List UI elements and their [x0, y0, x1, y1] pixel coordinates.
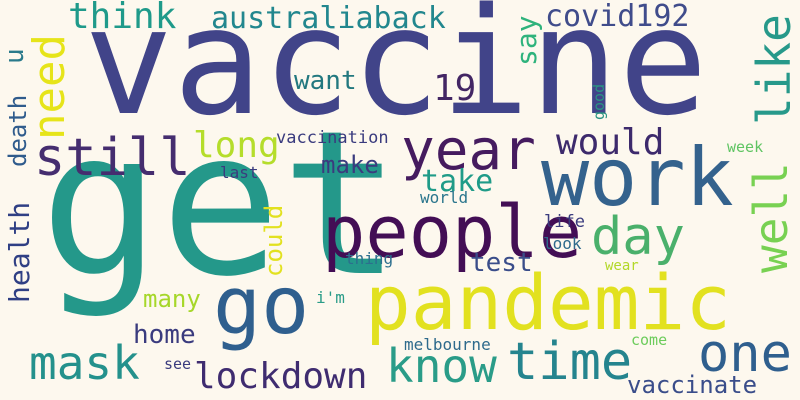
word-go: go [213, 259, 310, 352]
word-long: long [193, 125, 280, 166]
word-like: like [747, 14, 800, 125]
word-australiaback: australiaback [211, 1, 446, 36]
word-19: 19 [433, 68, 477, 109]
word-time: time [507, 332, 633, 392]
word-work: work [541, 131, 734, 224]
word-health: health [3, 201, 36, 303]
word-covid192: covid192 [545, 0, 690, 34]
word-good: good [590, 83, 608, 120]
word-get: get [40, 88, 402, 321]
word-want: want [294, 66, 357, 96]
word-well: well [744, 162, 798, 273]
word-pandemic: pandemic [365, 258, 732, 347]
word-know: know [386, 339, 497, 393]
word-think: think [68, 0, 177, 37]
word-u: u [0, 48, 30, 64]
word-vaccinate: vaccinate [627, 371, 758, 399]
word-last: last [220, 163, 259, 182]
word-test: test [470, 248, 533, 278]
word-mask: mask [29, 336, 140, 390]
word-look: look [543, 234, 582, 253]
word-home: home [133, 320, 196, 350]
word-im: i'm [316, 288, 345, 307]
word-need: need [24, 34, 75, 140]
word-say: say [510, 15, 543, 66]
word-see: see [164, 355, 192, 373]
word-could: could [260, 204, 288, 277]
word-take: take [421, 164, 494, 199]
word-death: death [4, 94, 32, 167]
word-make: make [321, 151, 379, 179]
word-thing: thing [345, 249, 394, 268]
word-would: would [556, 122, 665, 163]
word-life: life [544, 212, 585, 232]
word-melbourne: melbourne [404, 335, 491, 354]
word-wear: wear [605, 258, 639, 274]
word-vaccine: vaccine [84, 0, 708, 148]
word-day: day [591, 207, 685, 267]
word-one: one [698, 324, 792, 384]
word-lockdown: lockdown [194, 356, 368, 397]
word-people: people [322, 190, 583, 274]
word-year: year [401, 118, 536, 183]
word-come: come [631, 331, 668, 349]
word-still: still [34, 128, 191, 188]
word-week: week [727, 138, 764, 156]
word-world: world [420, 188, 469, 207]
word-many: many [143, 285, 201, 313]
word-vaccination: vaccination [276, 128, 389, 148]
